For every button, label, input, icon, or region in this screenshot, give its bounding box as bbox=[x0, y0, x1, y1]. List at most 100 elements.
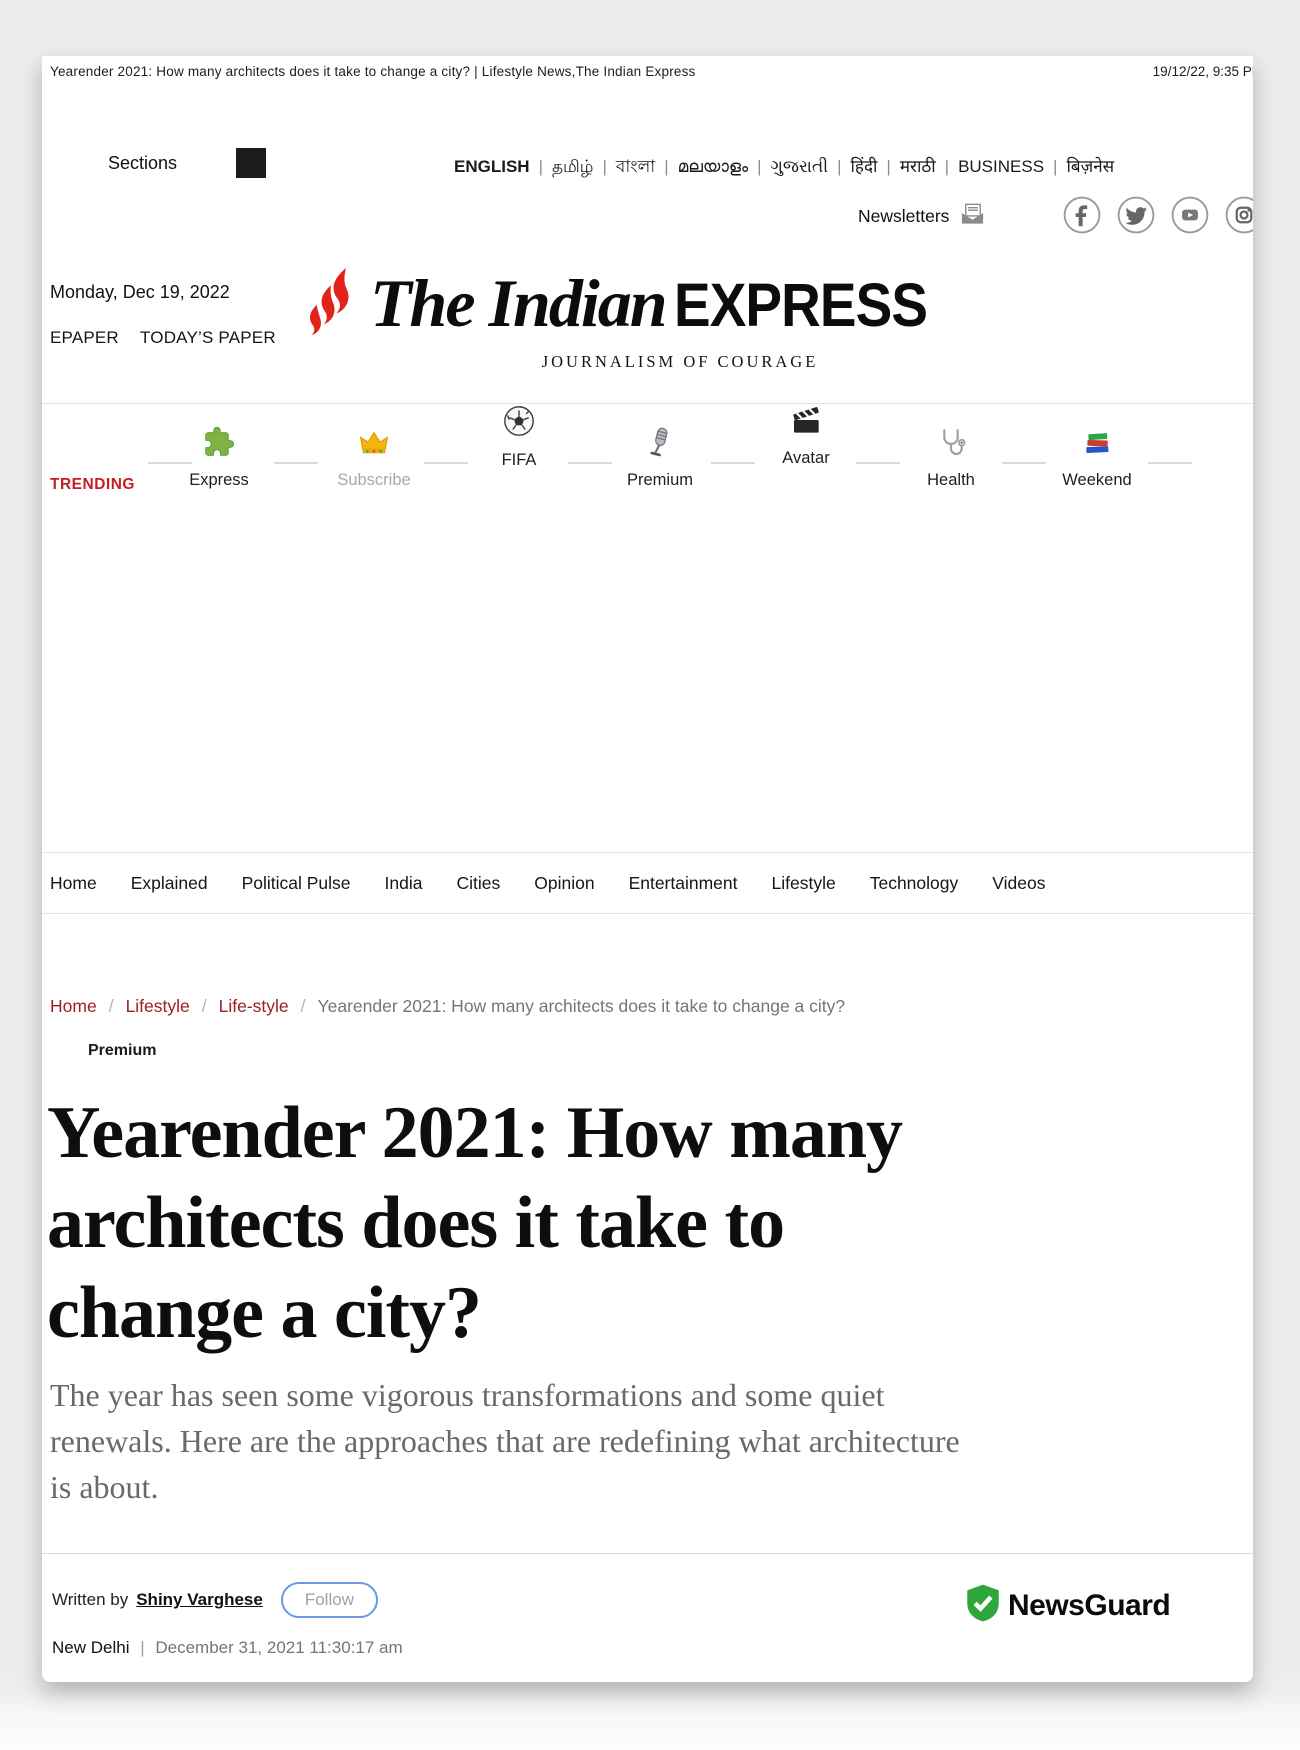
current-date: Monday, Dec 19, 2022 bbox=[50, 282, 230, 302]
menu-icon[interactable] bbox=[236, 148, 266, 178]
trending-item-label: FIFA bbox=[501, 451, 537, 469]
follow-button[interactable]: Follow bbox=[280, 1582, 378, 1618]
nav-item-explained[interactable]: Explained bbox=[130, 872, 208, 893]
breadcrumb: Home / Lifestyle / Life-style / Yearender 2021… bbox=[50, 996, 845, 1017]
newsguard-label: NewsGuard bbox=[1008, 1588, 1171, 1622]
headline-line: change a city? bbox=[47, 1272, 482, 1354]
trending-item-express[interactable]: Express bbox=[154, 426, 284, 490]
masthead-logo[interactable]: The Indian EXPRESS bbox=[370, 264, 955, 343]
breadcrumb-lifestyle[interactable]: Lifestyle bbox=[125, 996, 190, 1016]
language-separator: | bbox=[602, 157, 607, 176]
headline-line: Yearender 2021: How many bbox=[47, 1092, 903, 1174]
premium-badge: Premium bbox=[88, 1042, 157, 1059]
trending-separator bbox=[148, 462, 192, 464]
breadcrumb-home[interactable]: Home bbox=[50, 996, 97, 1016]
soccer-ball-icon bbox=[454, 404, 584, 443]
masthead-tagline: JOURNALISM OF COURAGE bbox=[541, 352, 819, 371]
instagram-icon[interactable] bbox=[1225, 196, 1253, 234]
twitter-icon[interactable] bbox=[1117, 196, 1155, 234]
todays-paper-link[interactable]: TODAY’S PAPER bbox=[140, 328, 276, 347]
language-bar: ENGLISH | தமிழ் | বাংলা | മലയാളം | ગુજરાતી | हिंदी… bbox=[454, 154, 1114, 182]
nav-item-lifestyle[interactable]: Lifestyle bbox=[771, 872, 836, 893]
language-separator: | bbox=[886, 157, 891, 176]
nav-item-technology[interactable]: Technology bbox=[869, 872, 959, 893]
trending-separator bbox=[274, 462, 318, 464]
trending-separator bbox=[856, 462, 900, 464]
microphone-icon bbox=[595, 426, 725, 463]
language-link-tamil[interactable]: தமிழ் bbox=[551, 157, 594, 176]
print-header-title: Yearender 2021: How many architects does… bbox=[50, 64, 696, 79]
nav-item-entertainment[interactable]: Entertainment bbox=[628, 872, 738, 893]
newsletters-label: Newsletters bbox=[858, 206, 950, 226]
trending-separator bbox=[424, 462, 468, 464]
breadcrumb-separator: / bbox=[300, 996, 306, 1016]
newsletters-link[interactable]: Newsletters bbox=[858, 202, 986, 231]
language-separator: | bbox=[757, 157, 762, 176]
subtitle-line: is about. bbox=[50, 1469, 159, 1505]
nav-item-political-pulse[interactable]: Political Pulse bbox=[241, 872, 351, 893]
language-link-business[interactable]: BUSINESS bbox=[958, 157, 1045, 176]
subtitle-line: renewals. Here are the approaches that a… bbox=[50, 1423, 960, 1459]
trending-item-label: Express bbox=[189, 471, 249, 489]
language-link-malayalam[interactable]: മലയാളം bbox=[677, 157, 749, 176]
dateline: New Delhi | December 31, 2021 11:30:17 a… bbox=[52, 1638, 403, 1658]
trending-item-avatar[interactable]: Avatar bbox=[741, 404, 871, 468]
trending-separator bbox=[1148, 462, 1192, 464]
logo-the-indian: The Indian bbox=[370, 265, 668, 341]
language-link-hindi[interactable]: हिंदी bbox=[850, 157, 878, 176]
breadcrumb-life-style[interactable]: Life-style bbox=[218, 996, 289, 1016]
language-separator: | bbox=[1053, 157, 1058, 176]
shield-check-icon bbox=[962, 1582, 1004, 1629]
language-link-bengali[interactable]: বাংলা bbox=[615, 157, 656, 176]
language-separator: | bbox=[664, 157, 669, 176]
nav-item-opinion[interactable]: Opinion bbox=[534, 872, 595, 893]
newsletter-envelope-icon bbox=[959, 202, 986, 231]
nav-item-home[interactable]: Home bbox=[50, 872, 97, 893]
sections-button[interactable]: Sections bbox=[108, 153, 178, 173]
trending-item-weekend[interactable]: Weekend bbox=[1032, 426, 1162, 490]
language-separator: | bbox=[538, 157, 543, 176]
author-link[interactable]: Shiny Varghese bbox=[136, 1590, 263, 1609]
language-link-business-hindi[interactable]: बिज़नेस bbox=[1066, 157, 1115, 176]
byline-divider bbox=[42, 1553, 1253, 1554]
trending-separator bbox=[711, 462, 755, 464]
language-separator: | bbox=[944, 157, 950, 176]
language-link-english[interactable]: ENGLISH bbox=[454, 157, 530, 176]
headline-line: architects does it take to bbox=[47, 1182, 785, 1264]
stethoscope-icon bbox=[886, 426, 1016, 463]
youtube-icon[interactable] bbox=[1171, 196, 1209, 234]
article-subtitle: The year has seen some vigorous transfor… bbox=[50, 1372, 960, 1510]
puzzle-icon bbox=[154, 426, 284, 463]
facebook-icon[interactable] bbox=[1063, 196, 1101, 234]
logo-express: EXPRESS bbox=[673, 271, 928, 339]
trending-item-premium[interactable]: Premium bbox=[595, 426, 725, 490]
indian-express-flame-icon[interactable] bbox=[306, 268, 360, 351]
trending-item-label: Subscribe bbox=[337, 471, 411, 489]
nav-item-cities[interactable]: Cities bbox=[456, 872, 501, 893]
language-link-marathi[interactable]: मराठी bbox=[899, 157, 936, 176]
nav-item-videos[interactable]: Videos bbox=[992, 872, 1046, 893]
article-headline: Yearender 2021: How many architects does… bbox=[47, 1088, 903, 1358]
location-label: New Delhi bbox=[52, 1638, 130, 1657]
crown-icon bbox=[309, 426, 439, 463]
print-header-datetime: 19/12/22, 9:35 PM bbox=[1152, 64, 1253, 79]
language-link-gujarati[interactable]: ગુજરાતી bbox=[770, 157, 829, 176]
breadcrumb-separator: / bbox=[201, 996, 207, 1016]
trending-separator bbox=[568, 462, 612, 464]
trending-item-label: Avatar bbox=[782, 449, 830, 467]
language-separator: | bbox=[837, 157, 842, 176]
byline: Written by Shiny Varghese Follow bbox=[52, 1582, 378, 1618]
masthead-divider bbox=[42, 403, 1253, 404]
newsguard-badge[interactable]: NewsGuard bbox=[962, 1582, 1171, 1629]
trending-item-subscribe[interactable]: Subscribe bbox=[309, 426, 439, 490]
trending-item-label: Premium bbox=[626, 471, 693, 489]
trending-item-fifa[interactable]: FIFA bbox=[454, 404, 584, 470]
subtitle-line: The year has seen some vigorous transfor… bbox=[50, 1377, 885, 1413]
trending-item-health[interactable]: Health bbox=[886, 426, 1016, 490]
nav-item-india[interactable]: India bbox=[384, 872, 423, 893]
epaper-link[interactable]: EPAPER bbox=[50, 328, 119, 347]
article-page: Yearender 2021: How many architects does… bbox=[42, 56, 1253, 1682]
social-icons bbox=[1063, 196, 1253, 234]
trending-separator bbox=[1002, 462, 1046, 464]
publish-datetime: December 31, 2021 11:30:17 am bbox=[155, 1638, 403, 1657]
